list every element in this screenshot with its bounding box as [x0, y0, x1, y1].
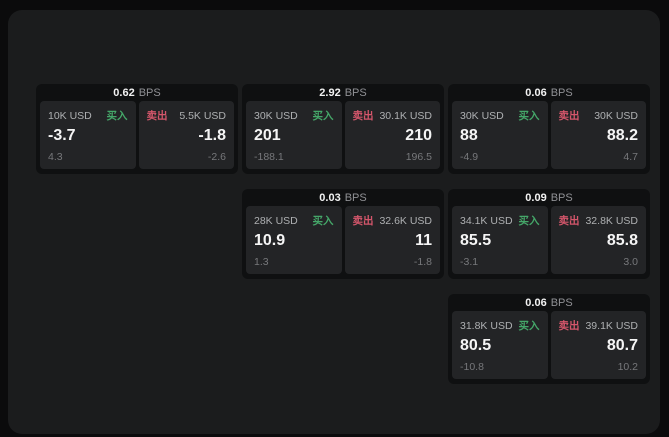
- buy-panel[interactable]: 28K USD 买入 10.9 1.3: [246, 206, 342, 274]
- buy-price: 201: [254, 127, 281, 144]
- bps-unit: BPS: [550, 86, 573, 99]
- buy-delta: -3.1: [460, 256, 479, 268]
- buy-tag: 买入: [518, 320, 540, 332]
- sell-delta: 4.7: [623, 151, 638, 163]
- buy-panel[interactable]: 10K USD 买入 -3.7 4.3: [40, 101, 136, 169]
- sell-price: 85.8: [606, 232, 638, 249]
- buy-delta: 1.3: [254, 256, 269, 268]
- buy-size: 30K USD: [460, 110, 504, 122]
- bps-unit: BPS: [550, 191, 573, 204]
- buy-size: 30K USD: [254, 110, 298, 122]
- bps-unit: BPS: [344, 86, 367, 99]
- buy-delta: -10.8: [460, 361, 484, 373]
- buy-panel[interactable]: 31.8K USD 买入 80.5 -10.8: [452, 311, 548, 379]
- buy-tag: 买入: [106, 110, 128, 122]
- buy-delta: -4.9: [460, 151, 479, 163]
- quote-card: 0.03 BPS 28K USD 买入 10.9 1.3 卖出 32.6K US…: [242, 189, 444, 279]
- buy-size: 10K USD: [48, 110, 92, 122]
- buy-panel[interactable]: 34.1K USD 买入 85.5 -3.1: [452, 206, 548, 274]
- sell-price: 11: [415, 232, 432, 249]
- sell-price: -1.8: [198, 127, 226, 144]
- sell-price: 210: [405, 127, 432, 144]
- sell-price: 80.7: [606, 337, 638, 354]
- sell-tag: 卖出: [558, 215, 580, 227]
- buy-price: 80.5: [460, 337, 492, 354]
- bps-unit: BPS: [550, 296, 573, 309]
- sell-panel[interactable]: 卖出 30K USD 88.2 4.7: [550, 101, 646, 169]
- sell-size: 32.6K USD: [379, 215, 432, 227]
- bps-unit: BPS: [138, 86, 161, 99]
- sell-panel[interactable]: 卖出 5.5K USD -1.8 -2.6: [138, 101, 234, 169]
- sell-tag: 卖出: [352, 215, 374, 227]
- card-header: 0.09 BPS: [452, 189, 646, 206]
- buy-tag: 买入: [518, 215, 540, 227]
- buy-tag: 买入: [312, 110, 334, 122]
- buy-delta: -188.1: [254, 151, 284, 163]
- sell-delta: -2.6: [207, 151, 226, 163]
- sell-delta: 3.0: [623, 256, 638, 268]
- buy-price: 88: [460, 127, 478, 144]
- sell-size: 32.8K USD: [585, 215, 638, 227]
- card-header: 0.62 BPS: [40, 84, 234, 101]
- sell-price: 88.2: [606, 127, 638, 144]
- buy-delta: 4.3: [48, 151, 63, 163]
- bps-value: 0.03: [319, 191, 341, 204]
- sell-tag: 卖出: [558, 320, 580, 332]
- buy-tag: 买入: [312, 215, 334, 227]
- buy-size: 31.8K USD: [460, 320, 513, 332]
- sell-panel[interactable]: 卖出 32.8K USD 85.8 3.0: [550, 206, 646, 274]
- sell-size: 30.1K USD: [379, 110, 432, 122]
- sell-size: 30K USD: [594, 110, 638, 122]
- buy-panel[interactable]: 30K USD 买入 88 -4.9: [452, 101, 548, 169]
- bps-value: 0.62: [113, 86, 135, 99]
- quotes-grid: 0.62 BPS 10K USD 买入 -3.7 4.3 卖出 5.5K USD: [36, 84, 650, 384]
- buy-tag: 买入: [518, 110, 540, 122]
- sell-panel[interactable]: 卖出 32.6K USD 11 -1.8: [344, 206, 440, 274]
- sell-tag: 卖出: [558, 110, 580, 122]
- bps-value: 0.06: [525, 296, 547, 309]
- sell-delta: -1.8: [413, 256, 432, 268]
- card-header: 2.92 BPS: [246, 84, 440, 101]
- sell-tag: 卖出: [352, 110, 374, 122]
- buy-price: -3.7: [48, 127, 76, 144]
- sell-tag: 卖出: [146, 110, 168, 122]
- sell-delta: 10.2: [617, 361, 638, 373]
- sell-size: 39.1K USD: [585, 320, 638, 332]
- quote-card: 0.09 BPS 34.1K USD 买入 85.5 -3.1 卖出 32.8K…: [448, 189, 650, 279]
- buy-price: 10.9: [254, 232, 286, 249]
- sell-panel[interactable]: 卖出 39.1K USD 80.7 10.2: [550, 311, 646, 379]
- bps-value: 0.09: [525, 191, 547, 204]
- sell-panel[interactable]: 卖出 30.1K USD 210 196.5: [344, 101, 440, 169]
- buy-panel[interactable]: 30K USD 买入 201 -188.1: [246, 101, 342, 169]
- card-header: 0.03 BPS: [246, 189, 440, 206]
- quote-card: 0.62 BPS 10K USD 买入 -3.7 4.3 卖出 5.5K USD: [36, 84, 238, 174]
- card-header: 0.06 BPS: [452, 294, 646, 311]
- sell-delta: 196.5: [405, 151, 432, 163]
- sell-size: 5.5K USD: [179, 110, 226, 122]
- buy-size: 28K USD: [254, 215, 298, 227]
- buy-size: 34.1K USD: [460, 215, 513, 227]
- bps-unit: BPS: [344, 191, 367, 204]
- quote-card: 2.92 BPS 30K USD 买入 201 -188.1 卖出 30.1K …: [242, 84, 444, 174]
- bps-value: 0.06: [525, 86, 547, 99]
- card-header: 0.06 BPS: [452, 84, 646, 101]
- quote-card: 0.06 BPS 31.8K USD 买入 80.5 -10.8 卖出 39.1…: [448, 294, 650, 384]
- quote-card: 0.06 BPS 30K USD 买入 88 -4.9 卖出 30K USD: [448, 84, 650, 174]
- bps-value: 2.92: [319, 86, 341, 99]
- buy-price: 85.5: [460, 232, 492, 249]
- quotes-panel: 0.62 BPS 10K USD 买入 -3.7 4.3 卖出 5.5K USD: [8, 10, 660, 434]
